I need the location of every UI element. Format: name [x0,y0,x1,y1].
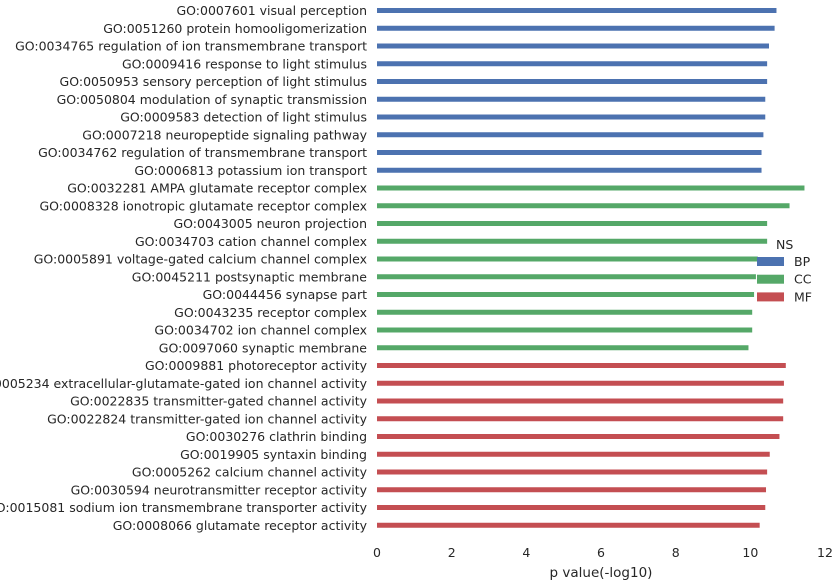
x-tick-label: 6 [597,545,605,560]
category-label: GO:0050804 modulation of synaptic transm… [57,92,367,107]
x-axis: 0 2 4 6 8 10 12 [373,545,833,560]
category-label: GO:0007601 visual perception [176,3,367,18]
category-label: GO:0030594 neurotransmitter receptor act… [71,482,368,497]
category-label: GO:0097060 synaptic membrane [159,340,368,355]
category-label: GO:0022835 transmitter-gated channel act… [70,394,367,409]
category-label: GO:0050953 sensory perception of light s… [60,74,367,89]
category-label: GO:0044456 synapse part [203,287,367,302]
category-label: GO:0043235 receptor complex [174,305,367,320]
category-label: GO:0005891 voltage-gated calcium channel… [34,252,367,267]
bar-bp [377,61,768,67]
bar-mf [377,451,770,457]
bar-bp [377,25,775,31]
category-label: GO:0051260 protein homooligomerization [103,21,367,36]
legend-label-mf: MF [794,289,812,304]
bar-cc [377,327,753,333]
x-tick-label: 4 [522,545,530,560]
x-tick-label: 10 [742,545,758,560]
category-label: GO:0015081 sodium ion transmembrane tran… [0,500,368,515]
category-label: GO:0019905 syntaxin binding [180,447,367,462]
category-label: GO:0034703 cation channel complex [135,234,367,249]
legend-swatch-mf [757,292,784,302]
category-label: GO:0030276 clathrin binding [186,429,367,444]
bar-mf [377,416,784,422]
category-labels: GO:0007601 visual perception GO:0051260 p… [0,3,368,533]
x-tick-label: 8 [672,545,680,560]
category-label: GO:0008066 glutamate receptor activity [113,518,368,533]
bar-cc [377,309,753,315]
category-label: GO:0043005 neuron projection [173,216,367,231]
bar-bp [377,8,777,13]
category-label: GO:0009416 response to light stimulus [122,56,367,71]
bar-cc [377,274,756,280]
category-label: GO:0032281 AMPA glutamate receptor compl… [67,181,367,196]
bar-cc [377,221,768,226]
bar-cc [377,292,755,297]
bars [377,8,805,528]
x-tick-label: 0 [373,545,381,560]
category-label: GO:0034702 ion channel complex [154,323,367,338]
bar-bp [377,132,764,138]
bar-mf [377,505,766,510]
category-label: GO:0045211 postsynaptic membrane [132,269,368,284]
legend-label-cc: CC [794,272,812,287]
bar-cc [377,203,790,209]
category-label: GO:0009881 photoreceptor activity [145,358,368,373]
category-label: GO:0034765 regulation of ion transmembra… [15,39,367,54]
bar-bp [377,96,766,102]
legend-title: NS [776,237,793,252]
bar-bp [377,150,762,155]
bar-mf [377,380,784,386]
x-tick-label: 2 [448,545,456,560]
bar-cc [377,185,805,191]
category-label: GO:0008328 ionotropic glutamate receptor… [40,198,368,213]
legend-swatch-cc [757,274,784,284]
bar-bp [377,114,766,120]
category-label: GO:0034762 regulation of transmembrane t… [38,145,367,160]
legend: NS BP CC MF [757,237,812,304]
bar-mf [377,434,780,439]
x-axis-label: p value(-log10) [550,565,653,581]
bar-bp [377,79,768,84]
category-label: GO:0022824 transmitter-gated ion channel… [47,411,368,426]
bar-mf [377,487,767,493]
category-label: GO:0005262 calcium channel activity [132,465,368,480]
category-label: GO:0005234 extracellular-glutamate-gated… [0,376,368,391]
bar-mf [377,522,760,528]
bar-cc [377,256,758,262]
bar-mf [377,469,768,475]
legend-label-bp: BP [794,254,811,269]
bar-cc [377,345,749,351]
x-tick-label: 12 [817,545,833,560]
bar-cc [377,238,768,244]
bar-bp [377,43,769,49]
bar-mf [377,363,786,368]
bar-bp [377,167,762,173]
category-label: GO:0009583 detection of light stimulus [120,110,367,125]
legend-swatch-bp [757,257,784,266]
category-label: GO:0006813 potassium ion transport [134,163,367,178]
category-label: GO:0007218 neuropeptide signaling pathwa… [82,127,367,142]
bar-mf [377,398,784,404]
